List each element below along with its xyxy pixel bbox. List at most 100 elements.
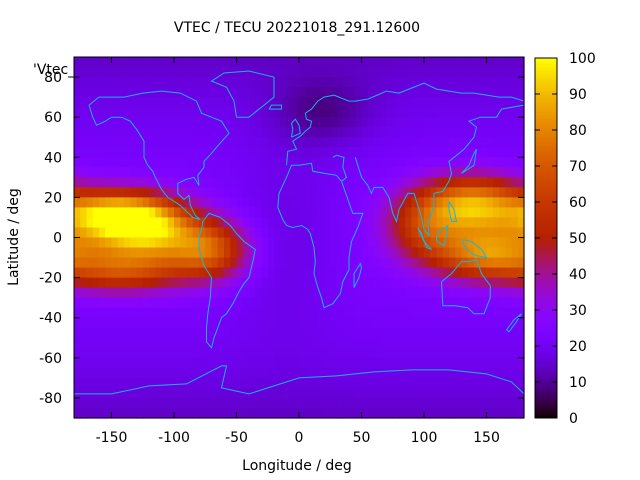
heatmap-cell	[405, 127, 413, 138]
heatmap-cell	[317, 317, 325, 329]
heatmap-cell	[180, 87, 188, 98]
colorbar-swatch	[535, 361, 557, 365]
heatmap-cell	[480, 307, 488, 319]
heatmap-cell	[517, 347, 525, 359]
heatmap-cell	[211, 217, 219, 229]
heatmap-cell	[511, 127, 519, 138]
heatmap-cell	[392, 137, 400, 148]
heatmap-cell	[299, 117, 306, 128]
heatmap-cell	[142, 367, 150, 379]
heatmap-cell	[217, 157, 225, 168]
heatmap-cell	[486, 117, 494, 128]
heatmap-cell	[261, 277, 269, 289]
heatmap-cell	[505, 187, 513, 198]
heatmap-cell	[392, 237, 400, 249]
heatmap-cell	[486, 227, 494, 239]
heatmap-cell	[461, 367, 469, 379]
heatmap-cell	[374, 347, 381, 359]
heatmap-cell	[449, 337, 456, 349]
heatmap-cell	[330, 357, 338, 369]
colorbar-swatch	[535, 316, 557, 320]
heatmap-cell	[305, 237, 313, 249]
heatmap-cell	[317, 277, 325, 289]
heatmap-cell	[361, 217, 369, 229]
heatmap-cell	[361, 327, 369, 339]
heatmap-cell	[499, 247, 506, 259]
heatmap-cell	[492, 227, 500, 239]
heatmap-cell	[180, 377, 188, 389]
heatmap-cell	[455, 167, 463, 178]
heatmap-cell	[167, 377, 175, 389]
heatmap-cell	[380, 77, 388, 88]
heatmap-cell	[474, 307, 481, 319]
heatmap-cell	[330, 217, 338, 229]
heatmap-cell	[299, 107, 306, 118]
heatmap-cells	[74, 57, 525, 419]
heatmap-cell	[117, 277, 125, 289]
heatmap-cell	[330, 407, 338, 419]
heatmap-cell	[355, 177, 363, 188]
heatmap-cell	[124, 107, 131, 118]
coastline	[436, 224, 449, 247]
heatmap-cell	[86, 67, 94, 78]
heatmap-cell	[311, 227, 319, 239]
heatmap-cell	[417, 67, 425, 78]
heatmap-cell	[392, 167, 400, 178]
heatmap-cell	[317, 107, 325, 118]
heatmap-cell	[186, 397, 194, 409]
heatmap-cell	[499, 317, 506, 329]
heatmap-cell	[192, 247, 200, 259]
heatmap-cell	[236, 287, 244, 299]
heatmap-cell	[505, 317, 513, 329]
colorbar-swatch	[535, 154, 557, 158]
coastline	[354, 104, 525, 238]
heatmap-cell	[492, 397, 500, 409]
heatmap-cell	[274, 167, 281, 178]
heatmap-cell	[249, 97, 256, 108]
heatmap-cell	[299, 317, 306, 329]
colorbar-swatch	[535, 343, 557, 347]
heatmap-cell	[349, 267, 356, 279]
heatmap-cell	[105, 407, 113, 419]
heatmap-cell	[392, 127, 400, 138]
heatmap-cell	[105, 267, 113, 279]
heatmap-cell	[80, 307, 88, 319]
heatmap-cell	[86, 107, 94, 118]
heatmap-cell	[86, 367, 94, 379]
heatmap-cell	[436, 397, 444, 409]
heatmap-cell	[86, 337, 94, 349]
colorbar-swatch	[535, 163, 557, 167]
heatmap-cell	[155, 57, 163, 68]
heatmap-cell	[380, 257, 388, 269]
heatmap-cell	[255, 107, 263, 118]
heatmap-cell	[424, 167, 431, 178]
heatmap-cell	[499, 127, 506, 138]
heatmap-cell	[199, 147, 206, 158]
heatmap-cell	[74, 127, 81, 138]
heatmap-cell	[180, 317, 188, 329]
heatmap-cell	[505, 397, 513, 409]
heatmap-cell	[449, 377, 456, 389]
heatmap-cell	[211, 197, 219, 209]
heatmap-cell	[461, 57, 469, 68]
heatmap-cell	[161, 367, 169, 379]
heatmap-cell	[467, 297, 475, 309]
heatmap-cell	[136, 67, 144, 78]
heatmap-cell	[380, 147, 388, 158]
heatmap-cell	[230, 177, 238, 188]
heatmap-cell	[105, 327, 113, 339]
heatmap-cell	[255, 267, 263, 279]
heatmap-cell	[480, 67, 488, 78]
colorbar-swatch	[535, 232, 557, 236]
heatmap-cell	[349, 77, 356, 88]
heatmap-cell	[192, 107, 200, 118]
heatmap-cell	[299, 347, 306, 359]
heatmap-cell	[236, 147, 244, 158]
heatmap-cell	[155, 267, 163, 279]
heatmap-cell	[186, 207, 194, 219]
heatmap-cell	[330, 147, 338, 158]
colorbar-swatch	[535, 202, 557, 206]
colorbar-swatch	[535, 376, 557, 380]
heatmap-cell	[249, 207, 256, 219]
heatmap-cell	[511, 87, 519, 98]
